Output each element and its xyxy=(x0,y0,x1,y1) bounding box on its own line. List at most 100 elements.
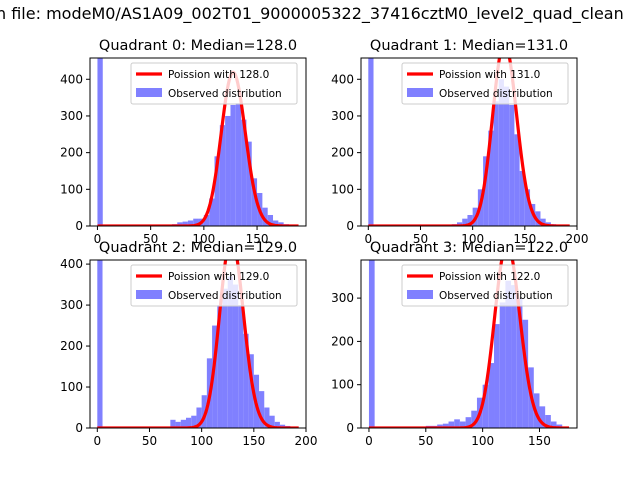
legend-observed-swatch xyxy=(407,88,433,97)
histogram-bar xyxy=(437,424,443,428)
x-tick-label: 100 xyxy=(190,434,213,448)
histogram-bar xyxy=(264,407,270,428)
histogram-bar xyxy=(514,134,520,226)
histogram-bar xyxy=(170,419,176,428)
histogram-bar xyxy=(511,285,517,428)
panel-0: 0 50 100 150 0 100 200 300 400 Quadrant 0: Median… xyxy=(60,38,307,246)
x-tick-label: 100 xyxy=(471,434,494,448)
legend-poisson-label: Poission with 129.0 xyxy=(168,271,269,283)
axes-frame xyxy=(360,57,578,227)
histogram-bar xyxy=(201,395,207,428)
panel-title: Quadrant 2: Median=129.0 xyxy=(99,240,297,256)
x-tick-label: 0 xyxy=(93,434,101,448)
histogram-bar xyxy=(488,130,494,226)
histogram-bar xyxy=(493,101,499,226)
panel-1: 0 50 100 150 200 0 100 200 300 400 Quadrant 1: Med… xyxy=(331,38,588,246)
histogram-bar xyxy=(191,415,197,428)
axes-frame xyxy=(360,259,578,429)
histogram-bar xyxy=(248,354,254,428)
plot-area xyxy=(96,260,300,428)
plot-area xyxy=(96,58,300,226)
y-tick-label: 0 xyxy=(346,219,354,233)
histogram-bar xyxy=(251,178,258,226)
y-tick-label: 200 xyxy=(60,339,83,353)
histogram-bar xyxy=(267,214,274,226)
histogram-bar xyxy=(219,125,226,226)
histogram-bar xyxy=(442,423,449,428)
histogram-bar xyxy=(509,104,515,226)
x-tick-label: 150 xyxy=(528,434,551,448)
histogram-bar xyxy=(273,220,279,226)
histogram-bar xyxy=(494,324,500,428)
y-tick-label: 100 xyxy=(331,182,354,196)
y-tick-label: 200 xyxy=(331,146,354,160)
histogram-bar xyxy=(193,218,199,226)
x-tick-label: 0 xyxy=(365,434,373,448)
histogram-bar xyxy=(274,421,280,428)
panel-3: 0 50 100 150 0 100 200 300 Quadrant 3: Median=12… xyxy=(331,240,578,448)
y-tick-label: 100 xyxy=(60,182,83,196)
poisson-curve xyxy=(96,70,300,226)
histogram-bar xyxy=(259,391,265,428)
y-tick-label: 0 xyxy=(75,219,83,233)
y-tick-label: 400 xyxy=(331,72,354,86)
histogram-bar xyxy=(465,417,472,428)
legend-observed-label: Observed distribution xyxy=(439,290,553,302)
histogram-bar xyxy=(222,288,228,428)
histogram-bar xyxy=(516,298,523,428)
plot-area xyxy=(368,260,570,428)
axes-frame xyxy=(89,57,307,227)
histogram-bar xyxy=(180,419,186,428)
x-tick-label: 150 xyxy=(513,232,536,246)
x-tick-label: 150 xyxy=(242,434,265,448)
x-tick-label: 100 xyxy=(461,232,484,246)
legend: Poission with 131.0 Observed distribution xyxy=(401,62,569,105)
histogram-bar xyxy=(182,221,188,226)
histogram-bar xyxy=(499,302,506,428)
histogram-bar xyxy=(217,305,223,428)
y-tick-label: 100 xyxy=(60,380,83,394)
y-tick-label: 400 xyxy=(60,72,83,86)
x-tick-label: 50 xyxy=(142,434,157,448)
panel-2: 0 50 100 150 200 0 100 200 300 400 Quadrant 2: Med… xyxy=(60,240,317,448)
histogram-bar xyxy=(368,260,375,428)
histogram-bar xyxy=(214,156,220,226)
histogram-bar xyxy=(482,384,489,428)
histogram-bar xyxy=(483,156,489,226)
poisson-curve xyxy=(368,260,570,428)
histogram-bar xyxy=(232,284,239,428)
legend-observed-label: Observed distribution xyxy=(168,88,282,100)
histogram-bar xyxy=(262,207,268,226)
panel-title: Quadrant 1: Median=131.0 xyxy=(370,38,568,54)
histogram-bar xyxy=(238,305,244,428)
axes-frame xyxy=(89,259,307,429)
y-tick-label: 400 xyxy=(60,257,83,271)
x-tick-label: 0 xyxy=(94,232,102,246)
histogram-bar xyxy=(545,415,551,428)
histogram-bar xyxy=(556,424,563,428)
histogram-bar xyxy=(524,189,531,226)
histogram-bar xyxy=(243,333,249,428)
histogram-bar xyxy=(448,421,455,428)
x-tick-label: 50 xyxy=(143,232,158,246)
poisson-curve xyxy=(96,260,300,428)
legend: Poission with 129.0 Observed distribution xyxy=(130,264,298,307)
histogram-bar xyxy=(457,222,463,226)
legend-observed-swatch xyxy=(136,88,162,97)
histogram-bar xyxy=(550,421,557,428)
histogram-bar xyxy=(471,410,477,428)
histogram-bar xyxy=(241,119,247,226)
histogram-bar xyxy=(187,220,194,226)
y-tick-label: 300 xyxy=(331,109,354,123)
histogram-bar xyxy=(462,218,468,226)
histogram-bar xyxy=(209,198,215,226)
legend-observed-label: Observed distribution xyxy=(168,290,282,302)
histogram-bar xyxy=(278,222,284,226)
histogram-bar xyxy=(203,214,210,226)
legend-observed-swatch xyxy=(407,290,433,299)
histogram-bar xyxy=(539,406,546,428)
histogram-bar xyxy=(186,417,192,428)
y-tick-label: 300 xyxy=(60,109,83,123)
histogram-bar xyxy=(235,103,242,226)
histogram-bar xyxy=(503,86,510,226)
